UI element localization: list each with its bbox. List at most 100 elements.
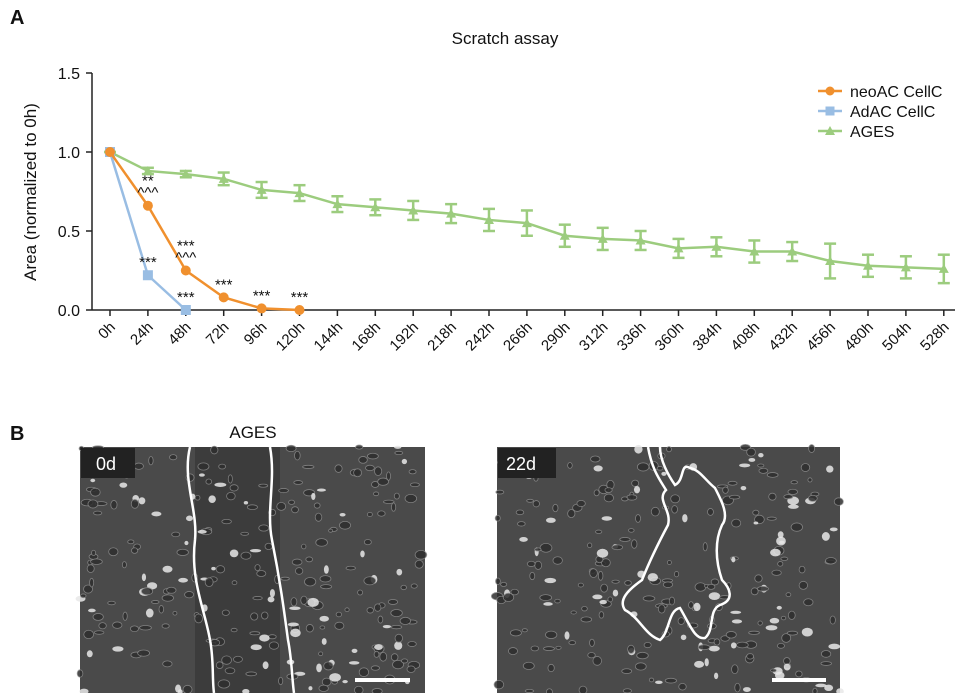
x-tick-label: 120h (273, 319, 309, 355)
label-box (81, 448, 135, 478)
cell (710, 578, 720, 586)
cell (373, 491, 380, 497)
cell (205, 478, 213, 485)
x-tick-label: 312h (576, 319, 612, 355)
cell (392, 659, 404, 670)
cell (288, 499, 295, 505)
cell (404, 494, 418, 503)
cell (394, 445, 402, 449)
cell (229, 484, 239, 492)
cell (311, 492, 316, 501)
cell (184, 540, 189, 546)
cell (127, 539, 135, 545)
cell (826, 465, 834, 473)
cell (592, 594, 603, 600)
cell (172, 610, 178, 616)
cell (633, 485, 641, 494)
cell (825, 557, 837, 565)
cell (783, 494, 794, 500)
cell (86, 564, 95, 573)
data-point (218, 173, 229, 183)
cell (668, 596, 675, 606)
data-point (484, 214, 494, 224)
data-point (749, 246, 760, 256)
cell (314, 512, 323, 522)
cell (221, 518, 232, 525)
cell (342, 679, 348, 684)
cell (338, 520, 352, 530)
cell (363, 539, 372, 546)
cell (595, 529, 603, 534)
cell (240, 551, 252, 560)
cell (674, 571, 680, 578)
cell (197, 529, 207, 534)
cell (580, 616, 593, 623)
cell (771, 569, 782, 576)
cell (230, 627, 238, 633)
significance-label: *** (253, 287, 271, 304)
cell (611, 579, 620, 584)
cell (493, 679, 505, 690)
cell (316, 488, 326, 492)
cell (757, 620, 763, 626)
y-tick-label: 0.0 (58, 303, 80, 320)
cell (254, 564, 261, 572)
cell (647, 573, 659, 582)
cell (278, 676, 284, 686)
cell (758, 467, 769, 474)
cell (543, 602, 553, 606)
cell (315, 538, 328, 547)
data-point (256, 184, 267, 194)
cell (526, 560, 536, 567)
cell (410, 583, 418, 589)
cell (318, 684, 329, 692)
cell (305, 556, 314, 563)
x-tick-label: 432h (765, 319, 801, 355)
series-line (108, 151, 300, 312)
cell (408, 469, 417, 475)
cell (786, 630, 799, 636)
cell (374, 466, 383, 476)
panel-label: A (10, 7, 24, 29)
cell (820, 650, 832, 658)
cell (752, 509, 760, 516)
cell (730, 642, 737, 649)
cell (377, 615, 384, 624)
cell (777, 642, 785, 649)
cell (262, 661, 269, 670)
data-point (673, 243, 684, 253)
cell (98, 622, 107, 630)
cell (539, 594, 553, 601)
cell (727, 480, 738, 486)
cell (252, 596, 263, 601)
cell (589, 568, 598, 578)
cell (526, 498, 534, 503)
cell (748, 630, 760, 635)
cell (545, 517, 556, 523)
cell (534, 560, 543, 570)
cell (320, 584, 333, 590)
cell (269, 589, 275, 598)
cell (543, 646, 555, 651)
cell (390, 653, 399, 662)
cell (599, 600, 607, 605)
image-background (497, 447, 840, 693)
cell (226, 491, 236, 501)
cell (547, 663, 555, 673)
cell (545, 688, 553, 693)
cell (93, 510, 103, 516)
cell (414, 549, 428, 560)
cell (348, 661, 360, 665)
cell (694, 582, 707, 592)
cell (334, 464, 343, 473)
cell (371, 481, 380, 488)
cell (363, 576, 377, 586)
wound-edge (268, 446, 296, 693)
cell (390, 609, 403, 618)
cell (756, 586, 769, 592)
x-tick-label: 192h (386, 319, 422, 355)
cell (552, 556, 563, 565)
cell (627, 644, 635, 654)
cell (175, 684, 182, 693)
cell (776, 605, 782, 610)
